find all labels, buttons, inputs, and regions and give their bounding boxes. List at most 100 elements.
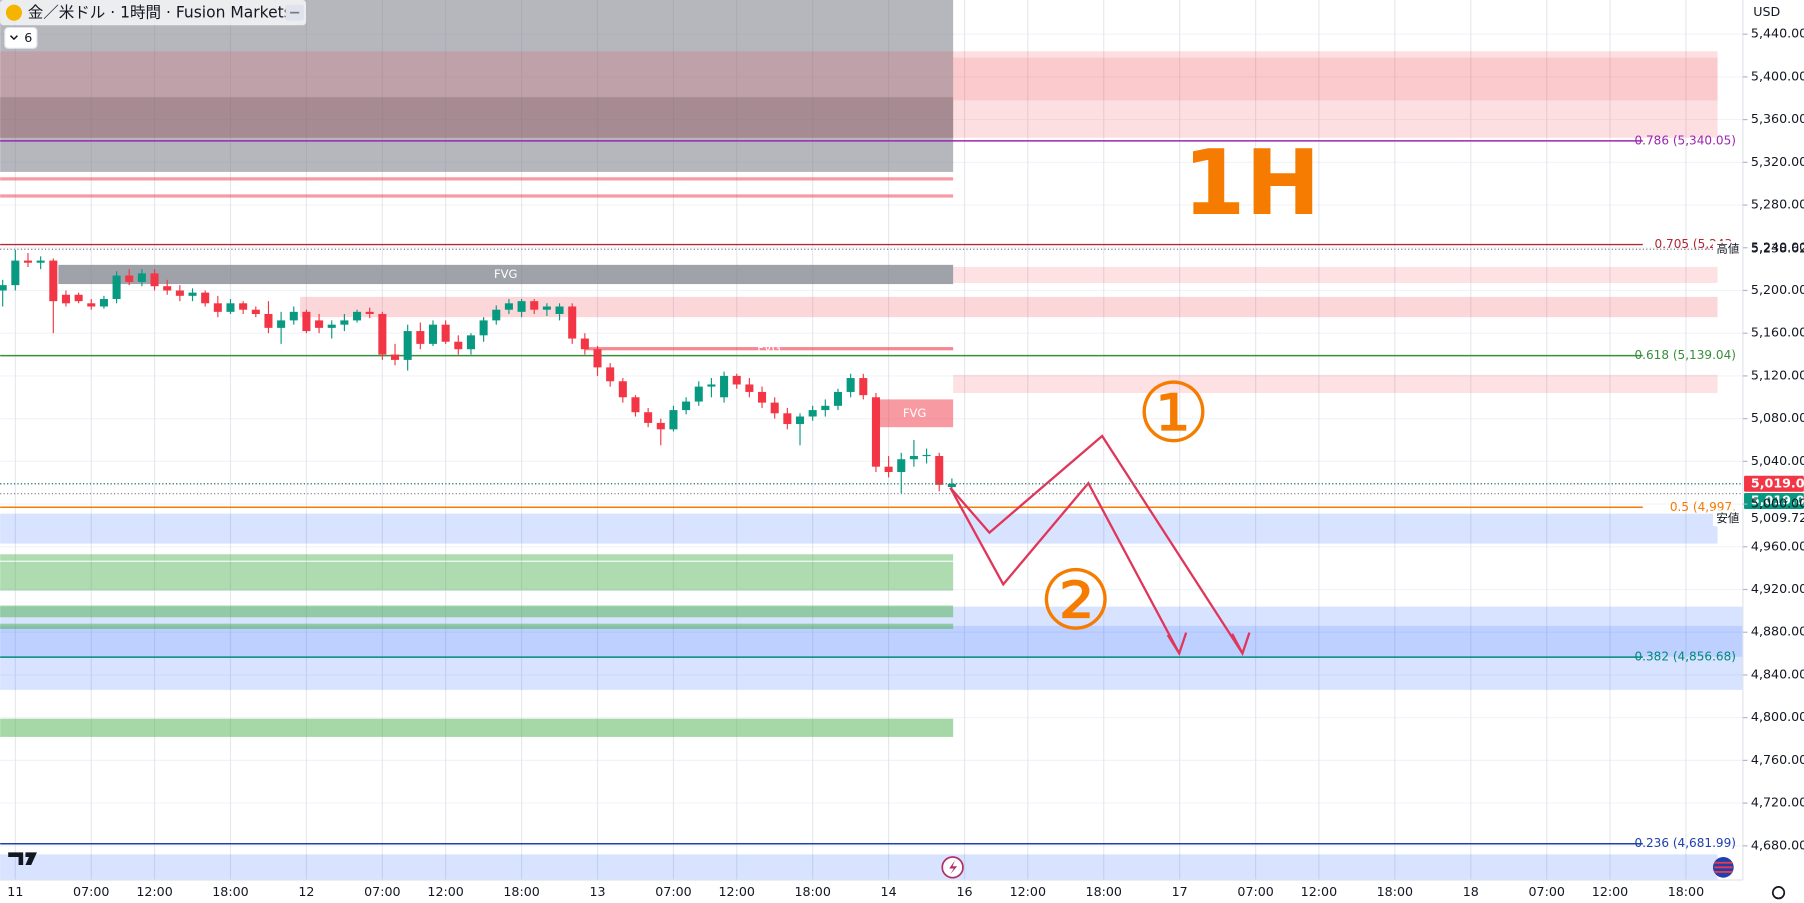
candle-body xyxy=(846,378,855,392)
candle-body xyxy=(125,275,134,282)
fib-label: 0.382 (4,856.68) xyxy=(1634,650,1736,664)
price-markers: 5,238.62 高値 5,019.03 5,019.03 5,009.72 安値 xyxy=(0,241,1804,527)
x-tick-label: 12:00 xyxy=(1301,884,1337,899)
x-tick-label: 07:00 xyxy=(1528,884,1564,899)
candle-body xyxy=(23,260,33,263)
y-tick-label: 4,800.00 xyxy=(1751,709,1804,724)
arrowhead xyxy=(1231,632,1251,657)
candle-body xyxy=(137,273,146,282)
candle-body xyxy=(897,459,906,473)
candle-body xyxy=(808,410,817,417)
y-tick-label: 5,280.00 xyxy=(1751,197,1804,212)
x-tick-label: 18 xyxy=(1463,884,1479,899)
y-tick-label: 4,920.00 xyxy=(1751,581,1804,596)
fib-label: 0.236 (4,681.99) xyxy=(1634,836,1736,850)
candles xyxy=(0,249,956,494)
x-tick-label: 18:00 xyxy=(794,884,830,899)
y-tick-label: 5,080.00 xyxy=(1751,410,1804,425)
zone xyxy=(953,57,1718,101)
candle-body xyxy=(49,260,58,302)
x-tick-label: 12:00 xyxy=(136,884,172,899)
symbol-title: 金／米ドル · 1時間 · Fusion Markets xyxy=(28,4,292,22)
y-tick-label: 5,200.00 xyxy=(1751,282,1804,297)
candle-body xyxy=(593,349,602,368)
zone-label: FVG xyxy=(494,267,517,281)
x-tick-label: 13 xyxy=(589,884,605,899)
zone-label: FVG xyxy=(903,406,926,420)
zone xyxy=(300,296,1718,318)
y-tick-label: 5,120.00 xyxy=(1751,367,1804,382)
candle-body xyxy=(112,275,121,300)
zone xyxy=(58,264,954,285)
candle-body xyxy=(745,384,754,392)
price-marker-label: 5,019.03 xyxy=(1751,475,1804,490)
x-tick-label: 12:00 xyxy=(427,884,463,899)
candle-body xyxy=(454,341,463,350)
y-tick-label: 4,680.00 xyxy=(1751,837,1804,852)
zone xyxy=(0,625,1743,657)
zone xyxy=(875,399,954,428)
candle-body xyxy=(656,422,665,430)
candle-body xyxy=(922,454,931,457)
timeframe-annotation: 1H xyxy=(1183,132,1321,236)
candle-body xyxy=(694,386,703,402)
candle-body xyxy=(264,313,273,328)
forecast-path-2 xyxy=(949,481,1181,654)
y-tick-label: 5,240.00 xyxy=(1751,239,1804,254)
x-tick-label: 12:00 xyxy=(719,884,755,899)
zone xyxy=(0,51,1718,138)
candle-body xyxy=(884,466,893,473)
candle-body xyxy=(201,292,210,304)
price-marker-box xyxy=(1744,475,1804,492)
candle-body xyxy=(353,311,362,321)
chevron xyxy=(9,35,18,41)
candle-body xyxy=(390,354,400,360)
candle-body xyxy=(795,416,805,424)
price-tag: 安値 xyxy=(1716,511,1740,525)
candle-body xyxy=(416,331,425,344)
candle-body xyxy=(504,303,513,310)
candle-body xyxy=(87,303,96,307)
header-bg xyxy=(0,0,307,26)
candle-body xyxy=(770,402,779,414)
candle-body xyxy=(871,397,880,467)
x-tick-label: 12:00 xyxy=(1010,884,1046,899)
zone xyxy=(584,347,954,351)
candle-body xyxy=(606,367,615,382)
candle-body xyxy=(302,311,311,332)
y-tick-label: 5,160.00 xyxy=(1751,325,1804,340)
candle-body xyxy=(783,413,792,424)
indicator-badge[interactable] xyxy=(4,27,38,49)
zones: FVG FVG FVG xyxy=(0,0,1743,880)
zone xyxy=(0,97,954,138)
candle-body xyxy=(631,397,640,413)
zone xyxy=(0,194,954,198)
settings-icon[interactable] xyxy=(1771,886,1786,900)
flag-stripes xyxy=(1714,861,1733,873)
candle-body xyxy=(11,260,20,286)
candle-body xyxy=(555,306,564,314)
candle-body xyxy=(99,299,108,307)
fib-label: 0.786 (5,340.05) xyxy=(1634,133,1736,147)
candle-body xyxy=(277,320,286,328)
x-tick-label: 18:00 xyxy=(1377,884,1413,899)
x-tick-label: 07:00 xyxy=(73,884,109,899)
candle-body xyxy=(289,311,298,321)
candle-body xyxy=(542,306,551,310)
candle-body xyxy=(947,483,956,487)
x-tick-label: 12 xyxy=(298,884,314,899)
zone xyxy=(0,554,954,561)
candle-body xyxy=(707,384,716,387)
price-tag-box xyxy=(1712,510,1743,527)
y-tick-label: 5,320.00 xyxy=(1751,154,1804,169)
candle-body xyxy=(479,320,488,336)
fib-label: 0.618 (5,139.04) xyxy=(1634,348,1736,362)
y-tick-label: 5,440.00 xyxy=(1751,26,1804,41)
candle-body xyxy=(618,381,627,398)
zone xyxy=(0,513,1718,544)
candle-body xyxy=(644,412,653,423)
candle-body xyxy=(403,331,412,360)
zone-label: FVG xyxy=(757,341,780,355)
